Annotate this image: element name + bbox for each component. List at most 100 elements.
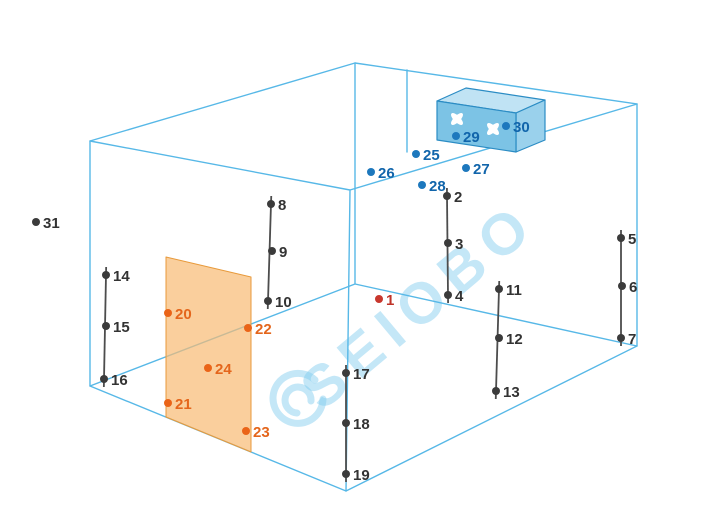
point-dot bbox=[32, 218, 40, 226]
point-label: 2 bbox=[454, 189, 462, 206]
point-label: 20 bbox=[175, 306, 192, 323]
point-label: 10 bbox=[275, 294, 292, 311]
point-dot bbox=[502, 122, 510, 130]
point-label: 13 bbox=[503, 384, 520, 401]
point-label: 25 bbox=[423, 147, 440, 164]
point-dot bbox=[268, 247, 276, 255]
point-dot bbox=[204, 364, 212, 372]
point-dot bbox=[102, 271, 110, 279]
point-label: 9 bbox=[279, 244, 287, 261]
measurement-point-28: 28 bbox=[418, 178, 446, 195]
point-dot bbox=[367, 168, 375, 176]
measurement-point-9: 9 bbox=[268, 244, 287, 261]
point-label: 3 bbox=[455, 236, 463, 253]
measurement-point-8: 8 bbox=[267, 197, 286, 214]
point-label: 27 bbox=[473, 161, 490, 178]
measurement-point-6: 6 bbox=[618, 279, 637, 296]
point-dot bbox=[617, 334, 625, 342]
measurement-point-4: 4 bbox=[444, 288, 464, 305]
point-label: 5 bbox=[628, 231, 636, 248]
point-label: 29 bbox=[463, 129, 480, 146]
point-label: 1 bbox=[386, 292, 394, 309]
measurement-point-17: 17 bbox=[342, 366, 370, 383]
point-label: 31 bbox=[43, 215, 60, 232]
point-dot bbox=[100, 375, 108, 383]
measurement-point-24: 24 bbox=[204, 361, 232, 378]
point-dot bbox=[443, 192, 451, 200]
point-dot bbox=[242, 427, 250, 435]
room-wireframe bbox=[89, 62, 638, 492]
room-inner-edges bbox=[89, 62, 638, 492]
point-label: 23 bbox=[253, 424, 270, 441]
measurement-point-5: 5 bbox=[617, 231, 636, 248]
point-dot bbox=[102, 322, 110, 330]
watermark-logo-icon bbox=[269, 369, 327, 427]
point-dot bbox=[492, 387, 500, 395]
point-label: 6 bbox=[629, 279, 637, 296]
measurement-point-15: 15 bbox=[102, 319, 130, 336]
point-dot bbox=[618, 282, 626, 290]
measurement-point-12: 12 bbox=[495, 331, 523, 348]
point-dot bbox=[244, 324, 252, 332]
measurement-point-14: 14 bbox=[102, 268, 130, 285]
measurement-point-3: 3 bbox=[444, 236, 463, 253]
measurement-point-26: 26 bbox=[367, 165, 395, 182]
point-dot bbox=[342, 369, 350, 377]
point-dot bbox=[452, 132, 460, 140]
measurement-point-29: 29 bbox=[452, 129, 480, 146]
point-dot bbox=[495, 285, 503, 293]
point-label: 28 bbox=[429, 178, 446, 195]
point-dot bbox=[462, 164, 470, 172]
point-label: 14 bbox=[113, 268, 130, 285]
point-dot bbox=[267, 200, 275, 208]
point-dot bbox=[444, 239, 452, 247]
point-label: 21 bbox=[175, 396, 192, 413]
fan-icon bbox=[487, 123, 499, 135]
point-label: 4 bbox=[455, 288, 464, 305]
measurement-point-27: 27 bbox=[462, 161, 490, 178]
point-label: 15 bbox=[113, 319, 130, 336]
point-label: 24 bbox=[215, 361, 232, 378]
ac-unit bbox=[436, 87, 546, 153]
point-dot bbox=[617, 234, 625, 242]
measurement-point-10: 10 bbox=[264, 294, 292, 311]
measurement-point-13: 13 bbox=[492, 384, 520, 401]
point-label: 26 bbox=[378, 165, 395, 182]
point-label: 11 bbox=[506, 282, 522, 299]
measurement-point-25: 25 bbox=[412, 147, 440, 164]
point-label: 19 bbox=[353, 467, 370, 484]
point-dot bbox=[164, 399, 172, 407]
measurement-point-11: 11 bbox=[495, 282, 522, 299]
fan-icon bbox=[451, 113, 463, 125]
measurement-point-22: 22 bbox=[244, 321, 272, 338]
measurement-point-21: 21 bbox=[164, 396, 192, 413]
point-dot bbox=[444, 291, 452, 299]
point-label: 7 bbox=[628, 331, 636, 348]
measurement-point-19: 19 bbox=[342, 467, 370, 484]
measurement-point-16: 16 bbox=[100, 372, 128, 389]
point-dot bbox=[264, 297, 272, 305]
point-dot bbox=[164, 309, 172, 317]
point-label: 16 bbox=[111, 372, 128, 389]
point-dot bbox=[418, 181, 426, 189]
measurement-point-1: 1 bbox=[375, 292, 394, 309]
measurement-point-7: 7 bbox=[617, 331, 636, 348]
measurement-point-2: 2 bbox=[443, 189, 462, 206]
point-dot bbox=[412, 150, 420, 158]
measurement-point-18: 18 bbox=[342, 416, 370, 433]
measurement-point-23: 23 bbox=[242, 424, 270, 441]
point-dot bbox=[375, 295, 383, 303]
point-label: 18 bbox=[353, 416, 370, 433]
door bbox=[165, 256, 252, 453]
point-label: 12 bbox=[506, 331, 523, 348]
point-label: 8 bbox=[278, 197, 286, 214]
point-label: 17 bbox=[353, 366, 370, 383]
point-dot bbox=[342, 419, 350, 427]
point-label: 30 bbox=[513, 119, 530, 136]
measurement-point-30: 30 bbox=[502, 119, 530, 136]
measurement-point-20: 20 bbox=[164, 306, 192, 323]
measurement-point-31: 31 bbox=[32, 215, 60, 232]
